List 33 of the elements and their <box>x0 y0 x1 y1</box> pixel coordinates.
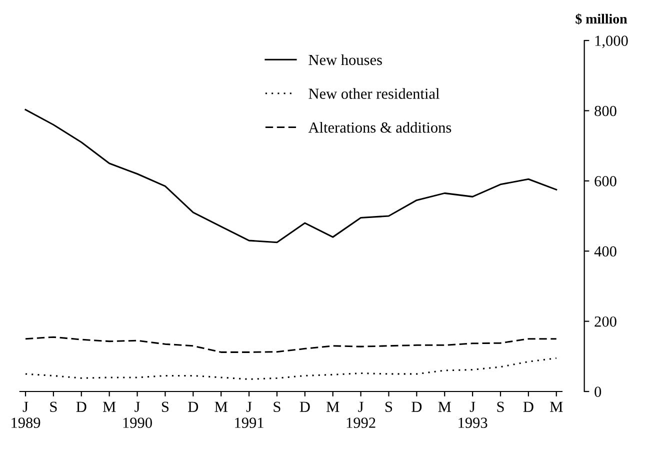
y-tick-label: 800 <box>594 106 616 116</box>
x-tick-label: M <box>438 402 451 412</box>
x-tick-label: S <box>386 402 392 412</box>
x-tick-label: D <box>188 402 198 412</box>
x-tick-label: S <box>274 402 280 412</box>
line-series <box>24 336 558 353</box>
x-tick-label: J 1991 <box>235 402 264 428</box>
y-tick-label: 400 <box>594 246 616 257</box>
y-tick-label: 600 <box>594 176 616 186</box>
x-tick-label: D <box>300 402 310 412</box>
x-tick-label: M <box>102 402 116 412</box>
legend-label: New houses <box>308 54 382 66</box>
x-tick-label: D <box>523 402 534 412</box>
y-tick-label: 0 <box>594 386 602 397</box>
x-tick-label: M <box>550 402 563 412</box>
x-tick-label: D <box>412 402 422 412</box>
x-tick-label: J 1989 <box>12 402 40 428</box>
line-series <box>24 108 558 244</box>
x-tick-label: M <box>214 402 228 412</box>
x-tick-label: J 1992 <box>346 402 376 428</box>
x-tick-label: J 1993 <box>458 402 488 428</box>
legend-label: New other residential <box>308 88 440 99</box>
y-tick-label: 200 <box>594 316 616 327</box>
x-tick-label: S <box>497 402 504 412</box>
x-tick-label: S <box>162 402 169 412</box>
x-tick-label: D <box>76 402 86 412</box>
x-tick-label: M <box>326 402 340 412</box>
legend-label: Alterations & additions <box>308 122 452 133</box>
y-axis-title: $ million <box>576 13 628 25</box>
x-tick-label: S <box>50 402 57 412</box>
line-series <box>24 357 558 380</box>
x-tick-label: J 1990 <box>123 402 152 428</box>
y-tick-label: 1,000 <box>595 36 628 48</box>
